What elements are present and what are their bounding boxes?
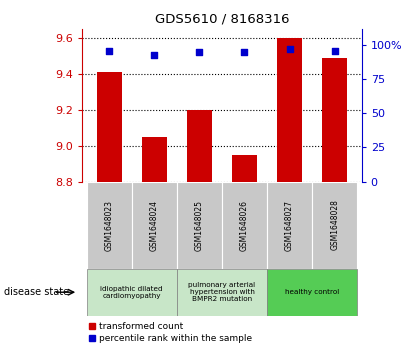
Text: idiopathic dilated
cardiomyopathy: idiopathic dilated cardiomyopathy <box>100 286 163 299</box>
Bar <box>267 269 357 316</box>
Point <box>196 49 203 55</box>
Bar <box>267 182 312 269</box>
Text: GSM1648027: GSM1648027 <box>285 200 294 250</box>
Text: GSM1648025: GSM1648025 <box>195 200 204 250</box>
Bar <box>222 182 267 269</box>
Bar <box>322 58 347 182</box>
Text: disease state: disease state <box>4 287 69 297</box>
Text: pulmonary arterial
hypertension with
BMPR2 mutation: pulmonary arterial hypertension with BMP… <box>188 282 256 302</box>
Text: GSM1648026: GSM1648026 <box>240 200 249 250</box>
Bar <box>97 72 122 182</box>
Bar <box>87 269 177 316</box>
Text: GDS5610 / 8168316: GDS5610 / 8168316 <box>155 13 289 26</box>
Bar <box>177 182 222 269</box>
Bar <box>87 182 132 269</box>
Point <box>331 48 338 54</box>
Point <box>286 46 293 52</box>
Text: GSM1648023: GSM1648023 <box>105 200 114 250</box>
Bar <box>312 182 357 269</box>
Bar <box>142 136 167 182</box>
Bar <box>277 38 302 182</box>
Bar <box>232 155 257 182</box>
Text: healthy control: healthy control <box>285 289 339 295</box>
Text: GSM1648028: GSM1648028 <box>330 200 339 250</box>
Legend: transformed count, percentile rank within the sample: transformed count, percentile rank withi… <box>87 320 254 344</box>
Bar <box>177 269 267 316</box>
Point <box>151 52 157 58</box>
Point <box>241 49 248 55</box>
Bar <box>132 182 177 269</box>
Bar <box>187 110 212 182</box>
Text: GSM1648024: GSM1648024 <box>150 200 159 250</box>
Point <box>106 48 113 54</box>
